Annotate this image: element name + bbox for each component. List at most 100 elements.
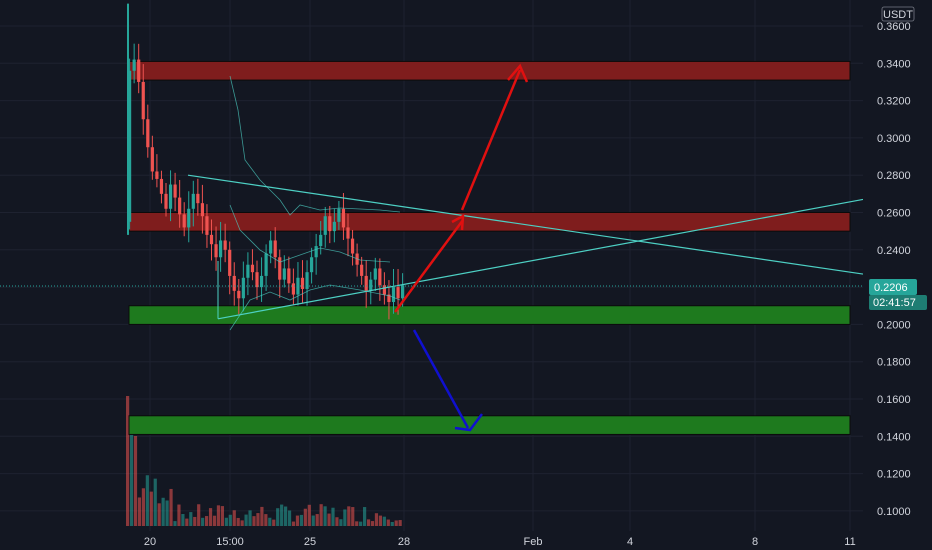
volume-bar [359,521,363,526]
candle-body [305,272,309,289]
volume-bar [299,514,303,526]
x-tick-label: 4 [627,536,633,548]
volume-bar [355,521,359,526]
volume-bar [208,508,213,526]
volume-bar [343,509,347,526]
candle-body [219,240,223,258]
volume-bar [129,416,134,526]
candle-body [401,285,405,299]
candle-body [259,275,264,288]
volume-bar [205,516,209,526]
volume-bar [173,521,177,526]
volume-bar [351,507,355,526]
volume-bars [126,396,402,526]
volume-bar [169,488,173,526]
candle-body [196,193,200,204]
candle-body [264,253,268,276]
candle-body [360,264,364,276]
trendline-ascending [217,198,864,320]
price-zones [128,60,851,435]
volume-bar [370,521,375,526]
candle-body [232,275,236,291]
volume-bar [264,514,268,526]
candle-body [337,208,341,222]
y-tick-label: 0.1400 [877,431,911,443]
x-tick-label: 20 [144,536,156,548]
candle-body [182,214,186,228]
y-tick-label: 0.2600 [877,208,911,220]
currency-badge: USDT [881,6,915,22]
volume-bar [315,514,319,526]
y-tick-label: 0.3000 [877,133,911,145]
volume-bar [390,521,394,526]
volume-bar [366,519,371,526]
x-tick-label: 11 [844,536,855,548]
volume-bar [323,506,327,526]
candle-body [146,119,150,148]
candle-body [168,184,173,209]
volume-bar [220,506,224,526]
candle-body [278,257,282,280]
last-price-label: 0.2206 [874,282,908,294]
volume-bar [236,517,240,526]
candle-body [187,208,191,228]
volume-bar [382,516,386,526]
volume-bar [141,488,145,526]
volume-bar [378,515,382,526]
axis-labels: 0.3600 0.3400 0.3200 0.3000 0.2800 0.2600 0.24… [144,21,911,548]
candle-body [150,147,154,172]
candle-body [387,294,391,303]
volume-bar [197,504,201,526]
candle-body [137,59,141,82]
candle-body [314,246,318,258]
volume-bar [268,517,272,526]
y-tick-label: 0.1600 [877,394,911,406]
candle-body [332,221,336,232]
volume-bar [363,507,367,526]
volume-bar [216,505,221,526]
volume-bar [252,516,256,526]
volume-bar [347,506,351,526]
volume-bar [284,506,288,526]
y-tick-label: 0.3200 [877,96,911,108]
volume-bar [335,517,339,526]
y-tick-label: 0.3600 [877,21,911,33]
currency-label: USDT [883,9,913,21]
candle-body [141,81,145,120]
zone-support-current [128,305,851,325]
candle-body [396,287,400,299]
y-tick-label: 0.1000 [877,506,911,518]
arrow-up-2-head [507,63,529,83]
volume-bar [244,514,248,526]
volume-bar [256,513,260,526]
candle-body [269,240,273,254]
arrow-down [412,329,470,429]
volume-bar [311,515,315,526]
volume-bar [386,519,390,526]
candle-body [378,268,382,286]
candle-body [246,264,250,278]
bollinger-mid [229,204,391,263]
volume-bar [126,396,130,526]
candle-body [364,275,368,291]
price-axis[interactable] [863,0,932,531]
volume-bar [394,520,398,526]
candle-body [200,203,204,217]
volume-bar [212,515,217,526]
volume-bar [287,510,292,526]
y-tick-label: 0.2400 [877,245,911,257]
y-tick-label: 0.1200 [877,469,911,481]
candle-body [214,244,218,258]
candle-body [132,59,136,71]
y-tick-label: 0.2800 [877,170,911,182]
candle-body [205,216,209,235]
candle-body [369,279,373,291]
candle-body [237,290,241,299]
candle-body [155,171,159,179]
candle-body [287,268,291,284]
y-tick-label: 0.2000 [877,319,911,331]
candle-body [228,249,232,276]
candle-body [159,178,164,194]
